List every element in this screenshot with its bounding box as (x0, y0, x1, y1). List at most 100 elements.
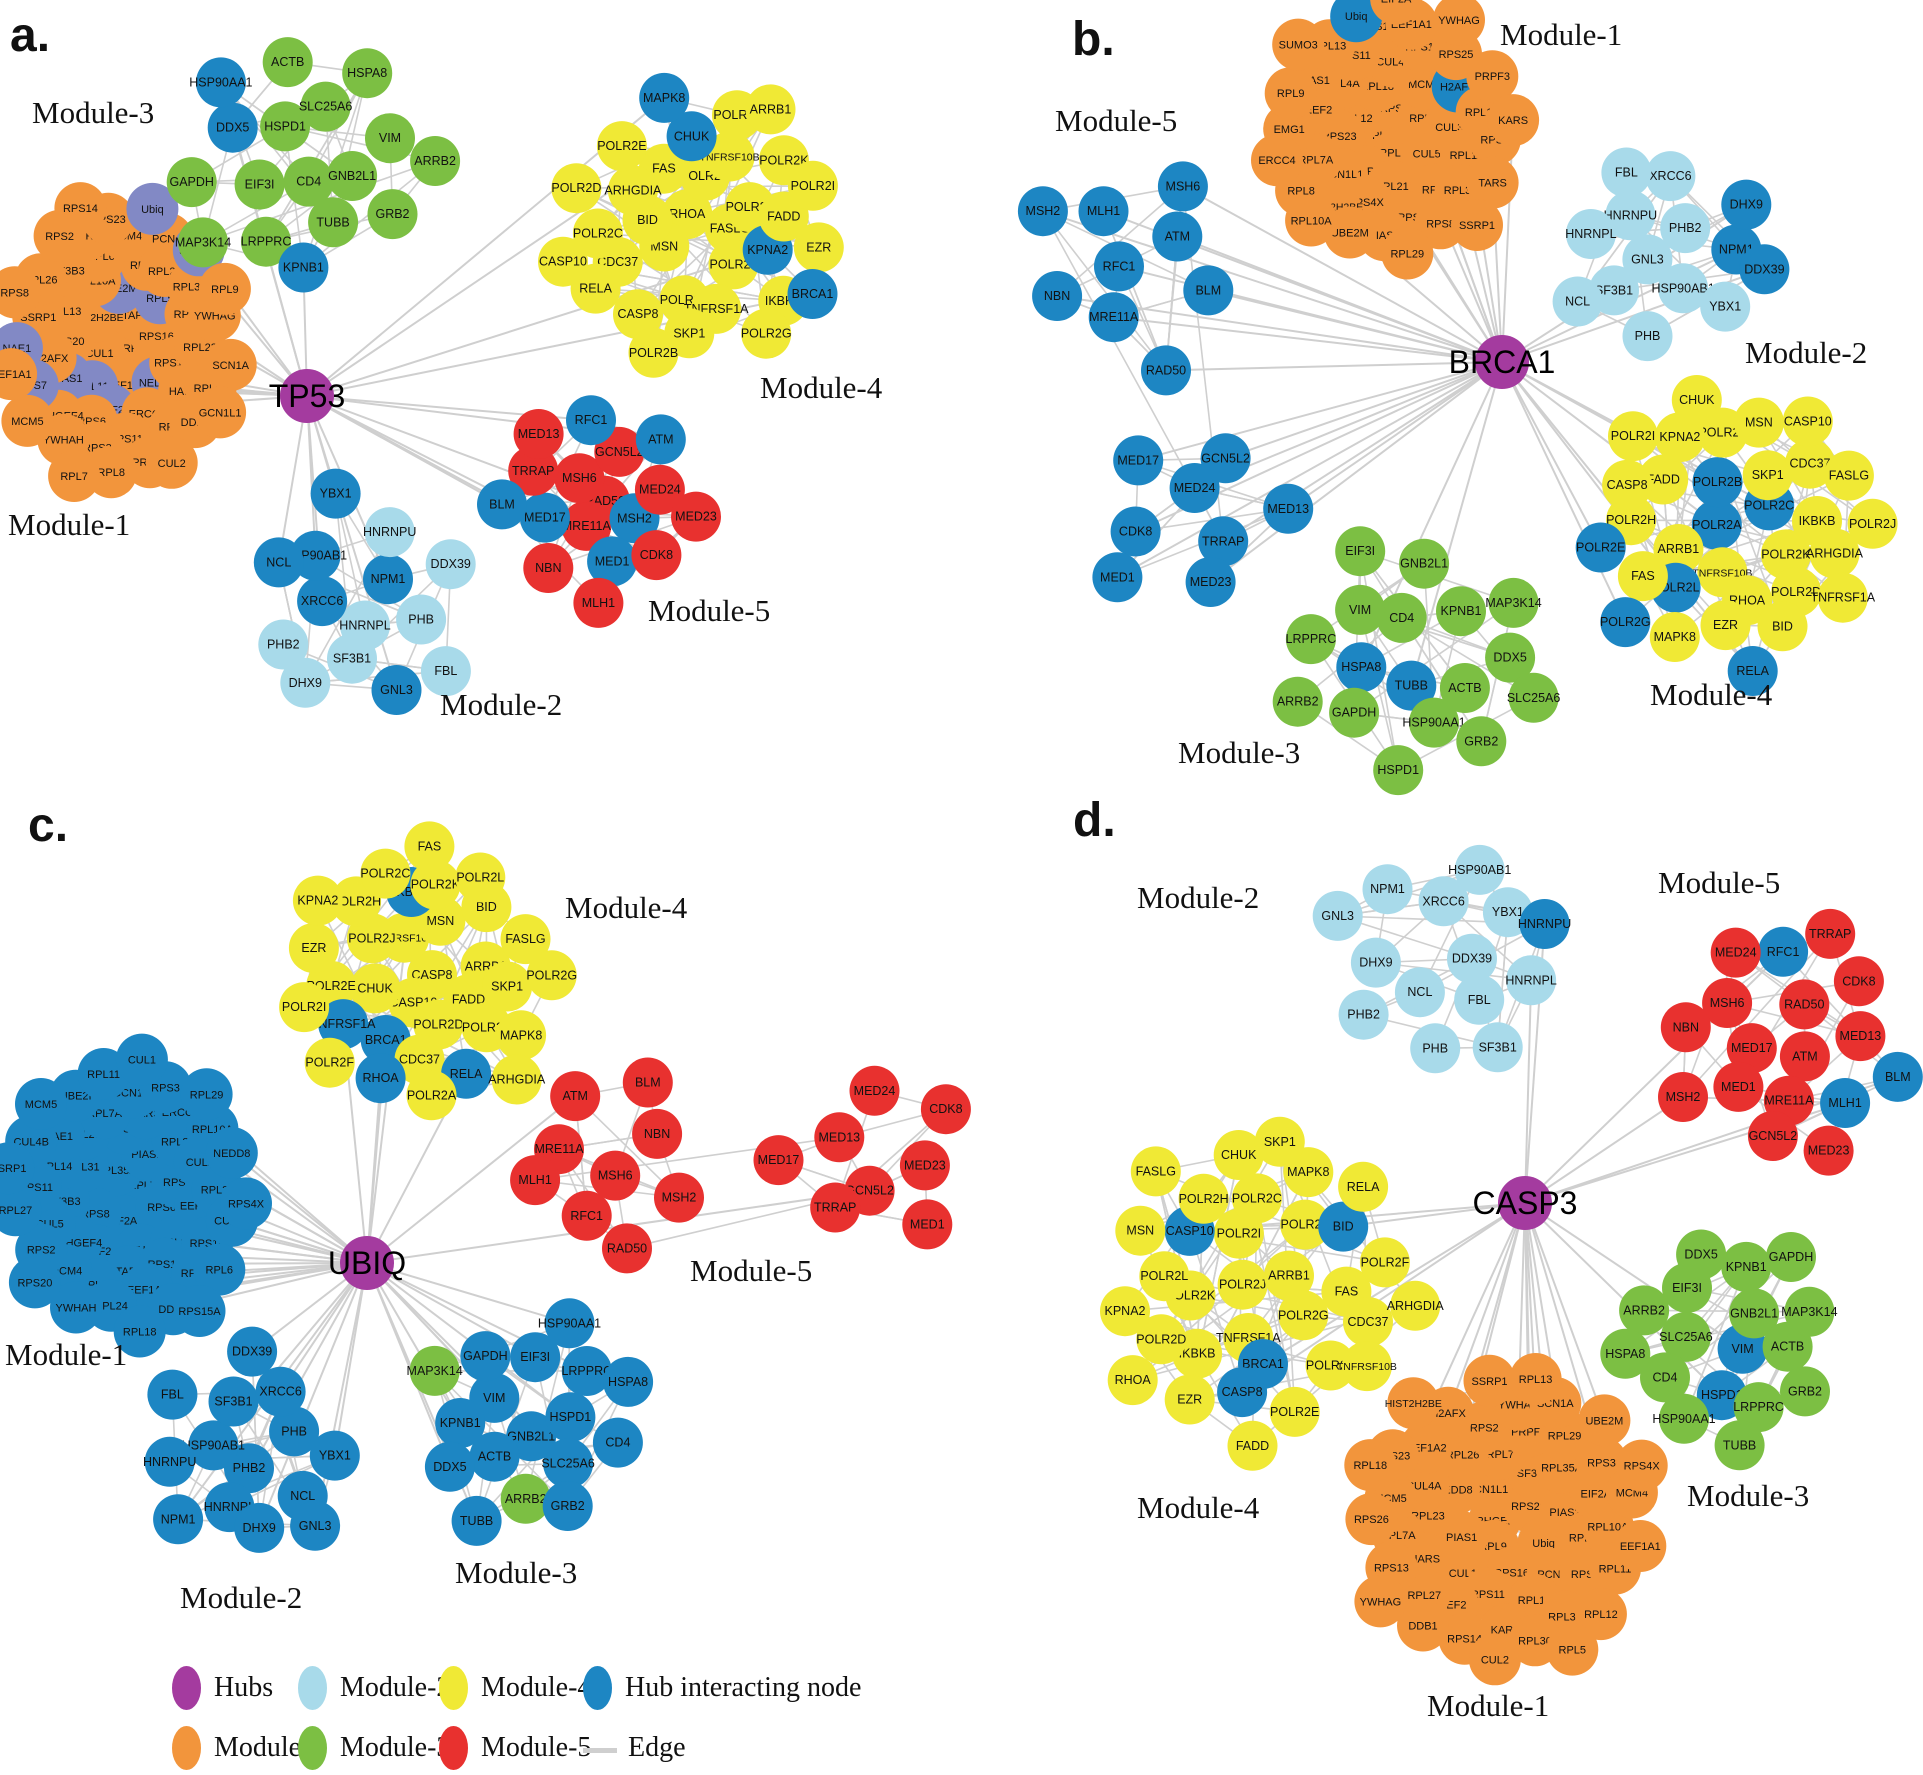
node-HSP90AB1[interactable] (1454, 844, 1505, 895)
node-TUBB[interactable] (1714, 1420, 1765, 1471)
node-MSH6[interactable] (1702, 978, 1753, 1028)
node-DDB1[interactable] (1397, 1599, 1449, 1652)
node-POLR2D[interactable] (1136, 1314, 1187, 1365)
node-TRRAP[interactable] (1198, 516, 1249, 567)
node-PHB[interactable] (269, 1406, 320, 1457)
node-EZR[interactable] (1164, 1374, 1215, 1425)
node-GRB2[interactable] (542, 1481, 593, 1531)
node-DDX39[interactable] (1739, 244, 1790, 295)
node-TUBB[interactable] (451, 1495, 502, 1546)
node-CASP10[interactable] (538, 236, 588, 287)
node-KARS[interactable] (1487, 94, 1540, 147)
node-MED1[interactable] (1092, 552, 1143, 603)
node-NBN[interactable] (1660, 1002, 1711, 1053)
node-SF3B1[interactable] (1472, 1022, 1523, 1073)
node-RPL29[interactable] (1381, 227, 1434, 280)
node-HSPA8[interactable] (1336, 642, 1387, 693)
node-RPL27[interactable] (0, 1184, 42, 1237)
node-CDK8[interactable] (1110, 506, 1161, 557)
node-GAPDH[interactable] (1766, 1232, 1816, 1282)
node-BLM[interactable] (1183, 265, 1234, 316)
node-LRPPRC[interactable] (561, 1346, 612, 1396)
node-EZR[interactable] (793, 222, 844, 273)
node-MED23[interactable] (899, 1140, 950, 1191)
node-MSH6[interactable] (590, 1150, 641, 1201)
node-RFC1[interactable] (561, 1190, 612, 1241)
node-CASP10[interactable] (1782, 396, 1833, 447)
hub-TP53[interactable] (280, 369, 334, 423)
node-GRB2[interactable] (367, 189, 418, 240)
node-BLM[interactable] (477, 479, 527, 530)
node-RPS15A[interactable] (173, 1285, 226, 1337)
node-POLR2L[interactable] (1139, 1251, 1190, 1302)
node-CDC37[interactable] (1785, 438, 1835, 489)
node-VIM[interactable] (1335, 584, 1386, 635)
node-MED17[interactable] (1113, 435, 1164, 486)
node-RPL18[interactable] (1344, 1439, 1397, 1492)
node-POLR2F[interactable] (304, 1037, 355, 1088)
node-GNL3[interactable] (371, 665, 422, 715)
node-GNB2L1[interactable] (1729, 1288, 1780, 1339)
node-XRCC6[interactable] (1418, 876, 1469, 927)
node-HSPD1[interactable] (260, 101, 311, 152)
node-CHUK[interactable] (350, 963, 401, 1014)
node-EEF1A1[interactable] (0, 348, 38, 401)
node-MED23[interactable] (1185, 557, 1236, 607)
node-NBN[interactable] (632, 1108, 683, 1159)
node-KPNA2[interactable] (292, 875, 343, 926)
node-PHB[interactable] (396, 594, 447, 645)
node-ERCC4[interactable] (1251, 134, 1303, 187)
node-SLC25A6[interactable] (1508, 672, 1559, 723)
node-SLC25A6[interactable] (543, 1438, 594, 1489)
node-TRRAP[interactable] (1805, 908, 1856, 959)
node-MAPK8[interactable] (1649, 612, 1700, 662)
node-MRE11A[interactable] (561, 500, 612, 551)
node-GNL3[interactable] (290, 1500, 341, 1551)
node-FBL[interactable] (1601, 147, 1652, 198)
node-DDX5[interactable] (424, 1441, 475, 1492)
node-TRRAP[interactable] (810, 1182, 861, 1233)
node-POLR2B[interactable] (628, 327, 679, 378)
node-BRCA1[interactable] (787, 269, 838, 319)
node-TNFRSF1A[interactable] (318, 999, 369, 1050)
node-CD4[interactable] (283, 156, 334, 207)
node-HSP90AB1[interactable] (188, 1420, 239, 1471)
node-DDX5[interactable] (207, 102, 258, 153)
node-MLH1[interactable] (573, 577, 624, 628)
node-MSH6[interactable] (1157, 161, 1208, 212)
node-CHUK[interactable] (1671, 375, 1722, 425)
node-ARHGDIA[interactable] (1390, 1280, 1441, 1331)
node-DDX39[interactable] (1447, 933, 1497, 984)
node-RPL12[interactable] (1574, 1588, 1627, 1641)
node-ACTB[interactable] (1439, 663, 1490, 713)
node-Ubiq[interactable] (1330, 0, 1383, 43)
node-ARHGDIA[interactable] (1809, 528, 1860, 579)
node-FASLG[interactable] (1823, 450, 1874, 501)
node-GCN5L2[interactable] (1747, 1111, 1798, 1161)
node-DDX39[interactable] (227, 1326, 278, 1377)
node-POLR2E[interactable] (1269, 1386, 1320, 1437)
node-PHB2[interactable] (258, 619, 309, 670)
node-Ubiq[interactable] (126, 182, 179, 235)
node-EIF3I[interactable] (1335, 526, 1386, 577)
node-TUBB[interactable] (308, 197, 359, 248)
node-ATM[interactable] (1779, 1031, 1830, 1082)
node-HSP90AA1[interactable] (544, 1298, 595, 1349)
node-CDK8[interactable] (631, 530, 682, 581)
node-YWHAG[interactable] (1354, 1575, 1407, 1628)
node-PHB[interactable] (1622, 311, 1673, 362)
node-HNRNPU[interactable] (1519, 899, 1570, 949)
node-FAS[interactable] (404, 821, 455, 872)
node-MED1[interactable] (1713, 1061, 1764, 1112)
node-MED1[interactable] (902, 1199, 953, 1250)
node-MAPK8[interactable] (496, 1010, 547, 1061)
node-GNL3[interactable] (1312, 890, 1363, 941)
node-FASLG[interactable] (1130, 1146, 1181, 1197)
node-MLH1[interactable] (1820, 1078, 1871, 1128)
node-HIST2H2BE[interactable] (1387, 1377, 1440, 1430)
node-YBX1[interactable] (310, 468, 361, 519)
node-SUMO3[interactable] (1272, 18, 1325, 71)
node-RAD50[interactable] (1779, 979, 1830, 1030)
node-MED13[interactable] (1835, 1011, 1886, 1062)
node-POLR2K[interactable] (410, 859, 461, 910)
